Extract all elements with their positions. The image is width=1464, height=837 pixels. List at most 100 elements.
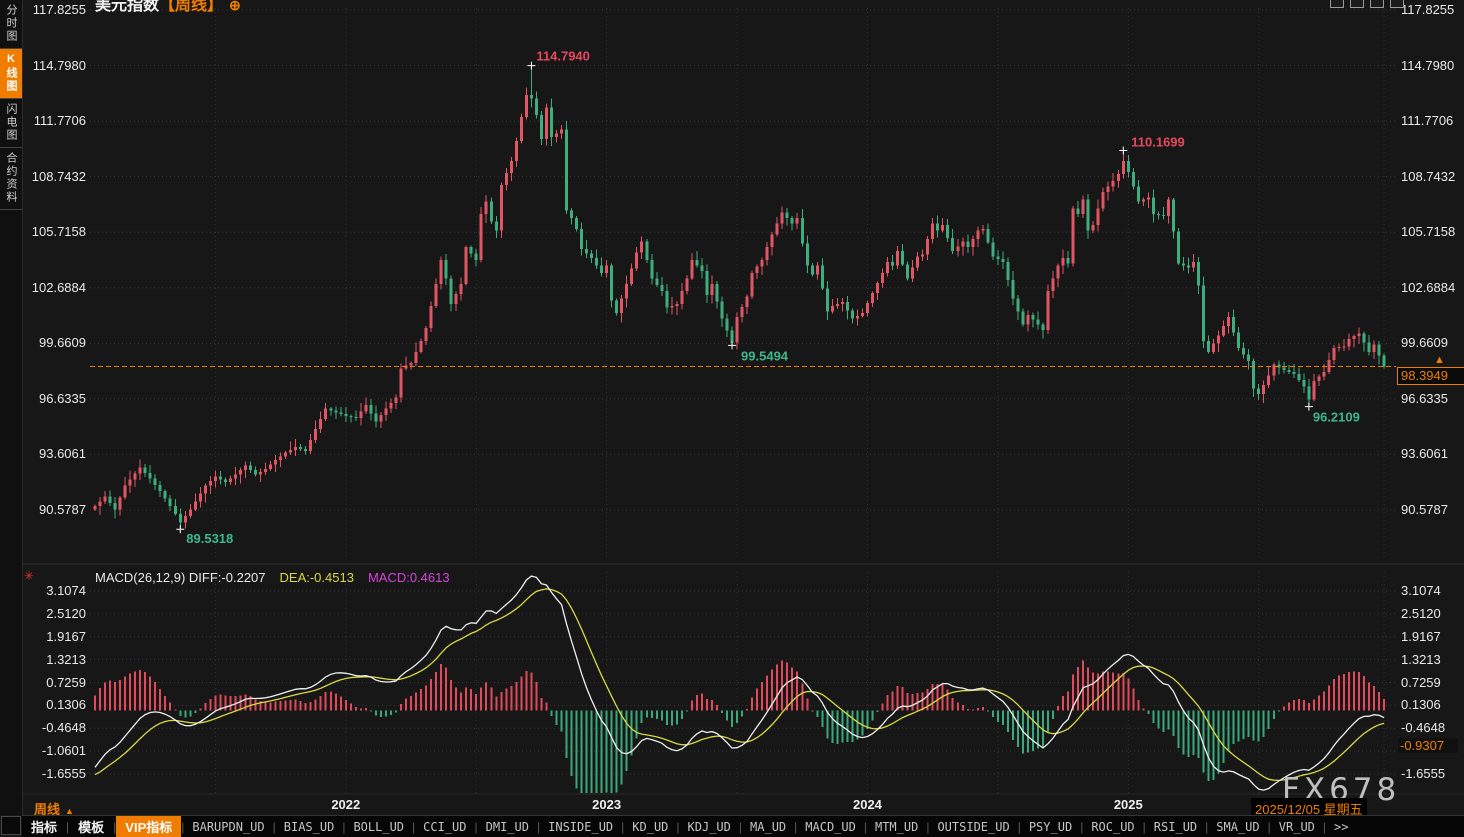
window-control-icon[interactable]	[1390, 0, 1404, 8]
toolbar-item[interactable]: DMI_UD	[485, 819, 529, 834]
toolbar-item[interactable]: BIAS_UD	[283, 819, 335, 834]
macd-diff-line	[94, 575, 1385, 791]
toolbar-item[interactable]: 指标	[31, 820, 58, 835]
chart-title: 美元指数【周线】 ⊕	[95, 0, 241, 15]
current-price-box: 98.3949	[1397, 366, 1464, 385]
price-axis-label: 90.5787	[39, 501, 86, 517]
price-axis-label: 90.5787	[1401, 501, 1448, 517]
timeframe-selector[interactable]: 周线 ▲	[34, 799, 74, 818]
toolbar-separator: |	[412, 819, 416, 834]
macd-dea-line	[94, 588, 1385, 782]
toolbar-item[interactable]: SMA_UD	[1216, 819, 1260, 834]
toolbar-separator: |	[621, 819, 625, 834]
toolbar-item[interactable]: PSY_UD	[1028, 819, 1073, 834]
macd-axis-label: 1.3213	[1401, 651, 1441, 667]
toolbar-item[interactable]: CCI_UD	[423, 819, 467, 834]
svg-text:99.5494: 99.5494	[741, 348, 789, 363]
macd-axis-label: 0.7259	[46, 674, 86, 690]
svg-text:110.1699: 110.1699	[1131, 134, 1185, 149]
candlesticks	[93, 65, 1386, 530]
price-axis-label: 99.6609	[39, 335, 86, 351]
macd-axis-label: 1.3213	[46, 651, 86, 667]
window-control-icon[interactable]	[1330, 0, 1344, 8]
price-axis-label: 102.6884	[1401, 279, 1456, 295]
toolbar-item[interactable]: MACD_UD	[805, 819, 856, 834]
timeframe-arrow-icon: ▲	[65, 806, 74, 816]
macd-axis-label: 3.1074	[1401, 583, 1441, 598]
price-axis-label: 108.7432	[1401, 168, 1456, 184]
toolbar-separator: |	[113, 819, 117, 834]
price-axis-label: 93.6061	[39, 446, 86, 462]
period-tag[interactable]: 【周线】	[159, 0, 224, 14]
toolbar-separator: |	[1142, 819, 1146, 834]
toolbar-item[interactable]: RSI_UD	[1153, 819, 1198, 834]
macd-header-segment: DEA:-0.4513	[279, 570, 354, 585]
title-badge-icon: ⊕	[229, 0, 241, 13]
svg-text:114.7940: 114.7940	[536, 49, 590, 64]
toolbar-item[interactable]: OUTSIDE_UD	[937, 819, 1010, 834]
price-axis-label: 114.7980	[32, 57, 86, 73]
toolbar-more-button[interactable]: >>	[1334, 819, 1349, 834]
sidebar-item-flash-chart[interactable]: 闪电图	[0, 99, 22, 148]
toolbar-item[interactable]: INSIDE_UD	[548, 819, 614, 834]
macd-axis-label: 2.5120	[46, 605, 86, 621]
toolbar-separator: |	[537, 819, 541, 834]
macd-axis-label: -0.4648	[41, 720, 86, 736]
macd-header: MACD(26,12,9) DIFF:-0.2207 DEA:-0.4513 MAC…	[95, 570, 464, 585]
toolbar-item[interactable]: 模板	[78, 820, 105, 835]
price-axis-label: 102.6884	[31, 279, 86, 295]
toolbar-item[interactable]: BOLL_UD	[353, 819, 405, 834]
macd-axis-label: 1.9167	[46, 628, 86, 644]
toolbar-item[interactable]: VR_UD	[1278, 819, 1315, 834]
toolbar-separator: |	[738, 819, 743, 834]
price-axis-label: 111.7706	[1401, 113, 1454, 129]
price-axis-label: 96.6335	[39, 390, 86, 406]
toolbar-separator: |	[1267, 819, 1271, 834]
xaxis-year-label: 2023	[592, 797, 622, 812]
cursor-date-label: 2025/12/05 星期五	[1251, 798, 1367, 819]
toolbar-item[interactable]: BARUPDN_UD	[192, 819, 265, 834]
toolbar-separator: |	[676, 819, 680, 834]
toolbar-separator: |	[272, 819, 276, 834]
toolbar-item[interactable]: VIP指标	[116, 816, 182, 837]
sidebar-item-time-share-chart[interactable]: 分时图	[0, 0, 22, 49]
toolbar-item[interactable]: ROC_UD	[1091, 819, 1135, 834]
macd-header-segment: MACD:0.4613	[367, 570, 450, 585]
window-control-icon[interactable]	[1350, 0, 1364, 8]
toolbar-item[interactable]: KDJ_UD	[687, 819, 731, 834]
gridlines	[22, 8, 1464, 795]
chart-canvas[interactable]: 114.7940 110.1699 99.5494 96.2109 89.5318	[0, 0, 1464, 815]
toolbar-separator: |	[342, 819, 346, 834]
price-axis-label: 93.6061	[1401, 446, 1448, 462]
price-axis-label: 108.7432	[31, 168, 86, 184]
price-axis-label: 99.6609	[1401, 335, 1448, 351]
toolbar-separator: |	[1080, 819, 1084, 834]
macd-current-value: -0.9307	[1398, 738, 1458, 754]
macd-axis-label: 0.1306	[1401, 697, 1441, 713]
toolbar-item[interactable]: MA_UD	[750, 819, 787, 834]
indicator-toolbar: 指标 | 模板 | VIP指标 | BARUPDN_UD | BIAS_UD | BOLL_UD | C…	[22, 815, 1464, 837]
price-annotations: 114.7940 110.1699 99.5494 96.2109 89.5318	[176, 49, 1360, 546]
macd-header-segment: MACD(26,12,9) DIFF:-0.2207	[95, 570, 266, 585]
macd-axis-label: -0.4648	[1401, 720, 1446, 736]
window-control-icon[interactable]	[1370, 0, 1384, 8]
toolbar-item[interactable]: KD_UD	[632, 819, 669, 834]
price-axis-label: 96.6335	[1401, 390, 1448, 406]
sidebar-item-kline-chart[interactable]: K线图	[0, 49, 22, 99]
toolbar-separator: |	[926, 819, 930, 834]
price-axis-label: 105.7158	[1401, 224, 1456, 240]
toolbar-item[interactable]: MTM_UD	[874, 819, 919, 834]
price-axis-label: 117.8255	[32, 2, 86, 17]
macd-histogram	[94, 660, 1386, 793]
sidebar-item-contract-info[interactable]: 合约资料	[0, 148, 22, 210]
price-axis-label: 111.7706	[33, 113, 86, 129]
xaxis-year-label: 2024	[852, 797, 882, 812]
macd-settings-icon[interactable]: ✳	[24, 569, 35, 583]
price-marker-icon: ▲	[1434, 353, 1445, 366]
svg-text:89.5318: 89.5318	[186, 531, 233, 546]
macd-axis-label: -1.6555	[41, 766, 86, 781]
toolbar-corner-cell	[1, 816, 21, 835]
svg-text:96.2109: 96.2109	[1313, 410, 1360, 425]
toolbar-separator: |	[1017, 819, 1021, 834]
macd-axis-label: 0.1306	[46, 697, 86, 713]
